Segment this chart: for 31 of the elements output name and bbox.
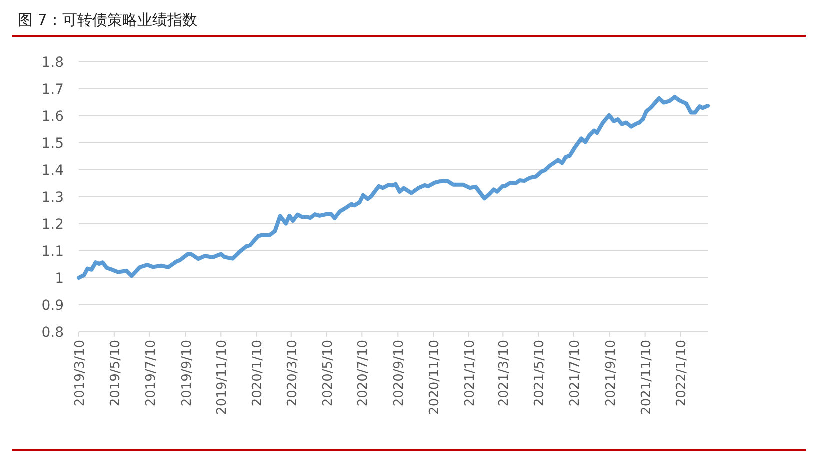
- x-tick-label: 2020/5/10: [320, 340, 336, 407]
- x-tick-label: 2019/11/10: [215, 340, 230, 415]
- y-tick-label: 1.5: [42, 136, 64, 152]
- y-tick-label: 0.8: [42, 325, 64, 341]
- x-tick-label: 2019/7/10: [144, 340, 159, 407]
- y-tick-label: 1.4: [42, 163, 64, 179]
- y-tick-label: 1: [55, 271, 64, 287]
- x-tick-label: 2021/5/10: [532, 340, 548, 407]
- y-tick-label: 1.2: [42, 217, 64, 233]
- x-tick-label: 2020/7/10: [356, 340, 372, 407]
- y-tick-label: 1.3: [42, 190, 64, 206]
- x-tick-label: 2022/1/10: [674, 340, 690, 407]
- x-tick-label: 2021/1/10: [462, 340, 478, 407]
- y-tick-label: 0.9: [42, 298, 64, 314]
- x-tick-label: 2019/3/10: [73, 340, 88, 407]
- x-tick-label: 2019/5/10: [108, 340, 124, 407]
- x-tick-label: 2019/9/10: [180, 340, 195, 407]
- line-series: [77, 95, 710, 280]
- x-tick-label: 2021/7/10: [568, 340, 583, 407]
- chart-title: 图 7：可转债策略业绩指数: [18, 11, 198, 29]
- y-tick-label: 1.1: [42, 244, 64, 260]
- x-tick-label: 2020/3/10: [285, 340, 300, 407]
- y-tick-label: 1.8: [42, 55, 64, 71]
- y-tick-label: 1.6: [42, 109, 64, 125]
- x-tick-label: 2021/9/10: [604, 340, 619, 407]
- x-tick-label: 2020/1/10: [250, 340, 266, 407]
- x-tick-label: 2021/3/10: [497, 340, 512, 407]
- x-tick-label: 2020/11/10: [428, 340, 443, 415]
- x-tick-label: 2021/11/10: [639, 340, 654, 415]
- y-tick-label: 1.7: [42, 82, 64, 98]
- x-tick-label: 2020/9/10: [392, 340, 408, 407]
